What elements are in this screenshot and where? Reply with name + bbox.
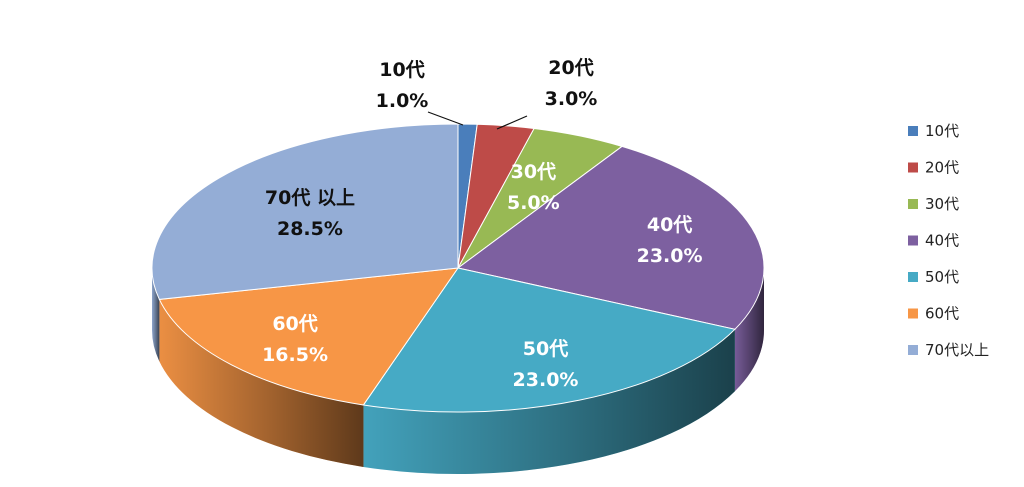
pie-slice-50代 xyxy=(362,267,736,413)
pie-side-50代-shade xyxy=(363,329,735,474)
data-label-value-50代: 23.0% xyxy=(513,369,579,391)
data-label-20代: 20代 3.0% xyxy=(545,57,598,110)
data-label-30代: 30代 5.0% xyxy=(507,161,560,214)
pie-side-50代 xyxy=(363,329,735,474)
legend-item-30代-swatch xyxy=(908,199,918,209)
leader-lines xyxy=(427,111,528,130)
data-label-value-10代: 1.0% xyxy=(376,90,429,112)
pie-side-40代 xyxy=(734,268,764,392)
legend-item-40代-label: 40代 xyxy=(925,232,959,250)
data-label-category-60代: 60代 xyxy=(272,313,317,335)
leader-line-20代 xyxy=(496,115,528,130)
leader-line-10代 xyxy=(427,111,464,126)
legend-item-70代以上: 70代以上 xyxy=(908,341,989,359)
legend-item-10代-swatch xyxy=(908,126,918,136)
legend-item-50代-swatch xyxy=(908,272,918,282)
data-label-70代以上: 70代 以上 28.5% xyxy=(265,187,355,240)
data-label-category-10代: 10代 xyxy=(379,59,424,81)
pie-slice-60代 xyxy=(158,267,460,406)
data-label-value-60代: 16.5% xyxy=(262,344,328,366)
pie-side-70代以上-shade xyxy=(152,268,160,362)
data-label-60代: 60代 16.5% xyxy=(262,313,328,366)
legend-item-40代: 40代 xyxy=(908,232,959,250)
data-label-value-70代以上: 28.5% xyxy=(277,218,343,240)
data-label-category-40代: 40代 xyxy=(647,214,692,236)
pie-slices xyxy=(151,123,765,413)
pie-sides xyxy=(152,268,764,474)
pie-side-70代以上 xyxy=(152,268,160,362)
data-label-category-30代: 30代 xyxy=(511,161,556,183)
legend-item-20代-label: 20代 xyxy=(925,159,959,177)
data-label-category-50代: 50代 xyxy=(523,338,568,360)
legend-item-40代-swatch xyxy=(908,235,918,246)
data-label-value-30代: 5.0% xyxy=(507,192,560,214)
legend-item-10代-label: 10代 xyxy=(925,122,959,140)
legend: 10代 20代 30代 40代 50代 60代 70代以上 xyxy=(908,122,989,359)
data-label-50代: 50代 23.0% xyxy=(513,338,579,391)
data-label-40代: 40代 23.0% xyxy=(637,214,703,267)
pie-slice-70代以上 xyxy=(151,123,459,300)
pie-side-40代-shade xyxy=(734,268,764,392)
legend-item-50代-label: 50代 xyxy=(925,268,959,286)
legend-item-10代: 10代 xyxy=(908,122,959,140)
data-label-value-20代: 3.0% xyxy=(545,88,598,110)
legend-item-30代-label: 30代 xyxy=(925,195,959,213)
data-label-10代: 10代 1.0% xyxy=(376,59,429,112)
legend-item-60代-label: 60代 xyxy=(925,305,959,323)
pie-side-60代-shade xyxy=(159,299,364,467)
legend-item-60代-swatch xyxy=(908,308,918,319)
legend-item-20代: 20代 xyxy=(908,159,959,177)
data-labels: 10代 1.0% 20代 3.0% 30代 5.0% 40代 23.0% 50代 23.0% 60代… xyxy=(262,57,702,391)
pie-side-60代 xyxy=(159,299,364,467)
legend-item-30代: 30代 xyxy=(908,195,959,213)
legend-item-70代以上-label: 70代以上 xyxy=(925,341,989,359)
data-label-category-70代以上: 70代 以上 xyxy=(265,187,355,209)
legend-item-70代以上-swatch xyxy=(908,345,918,355)
legend-item-50代: 50代 xyxy=(908,268,959,286)
pie-slice-40代 xyxy=(456,145,765,330)
data-label-value-40代: 23.0% xyxy=(637,245,703,267)
data-label-category-20代: 20代 xyxy=(548,57,593,79)
legend-item-20代-swatch xyxy=(908,162,918,173)
legend-item-60代: 60代 xyxy=(908,305,959,323)
